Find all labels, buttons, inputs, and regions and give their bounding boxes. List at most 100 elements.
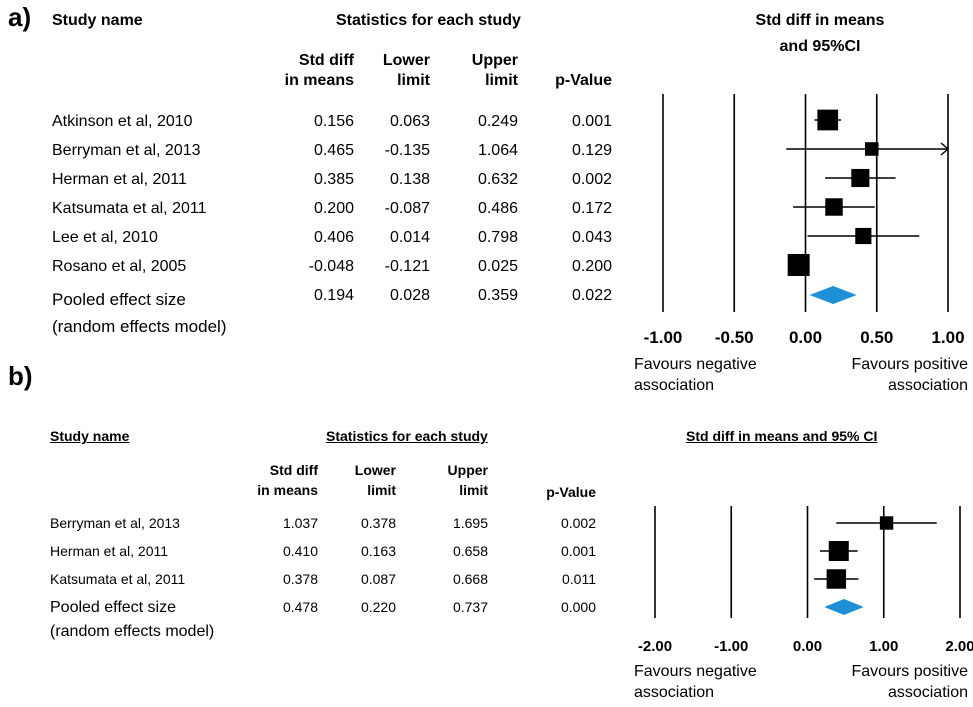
study-name: Herman et al, 2011 <box>50 543 169 559</box>
std-diff-value: 0.156 <box>313 113 354 130</box>
col-header-lower-2: limit <box>367 482 396 498</box>
p-value: 0.001 <box>560 543 596 559</box>
p-value: 0.172 <box>571 200 612 217</box>
p-value: 0.011 <box>562 571 596 587</box>
std-diff-value: 0.465 <box>313 142 354 159</box>
pooled-diamond <box>824 599 864 615</box>
col-header-upper-2: limit <box>485 72 518 89</box>
favours-negative-label: Favours negative association <box>634 356 757 394</box>
study-name: Atkinson et al, 2010 <box>52 113 193 130</box>
std-diff-value: 0.200 <box>313 200 354 217</box>
pooled-lower: 0.028 <box>389 287 430 304</box>
pooled-lower: 0.220 <box>360 599 396 615</box>
col-header-upper-1: Upper <box>471 52 518 69</box>
upper-limit-value: 1.695 <box>452 515 488 531</box>
col-header-lower-1: Lower <box>382 52 430 69</box>
p-value: 0.200 <box>571 258 612 275</box>
pooled-p-value: 0.022 <box>571 287 612 304</box>
lower-limit-value: 0.087 <box>360 571 396 587</box>
lower-limit-value: 0.378 <box>360 515 396 531</box>
p-value: 0.002 <box>560 515 596 531</box>
upper-limit-value: 0.486 <box>477 200 518 217</box>
col-header-pvalue: p-Value <box>555 72 612 89</box>
col-header-std-diff-1: Std diff <box>269 462 318 478</box>
ci-arrow <box>940 142 950 156</box>
p-value: 0.002 <box>571 171 612 188</box>
pooled-upper: 0.359 <box>477 287 518 304</box>
std-diff-value: 0.378 <box>282 571 318 587</box>
stats-header: Statistics for each study <box>326 428 488 444</box>
study-name: Rosano et al, 2005 <box>52 258 187 275</box>
x-tick-label: 0.50 <box>860 328 893 347</box>
col-header-pvalue: p-Value <box>546 484 596 500</box>
col-header-std-diff-2: in means <box>284 72 354 89</box>
pooled-upper: 0.737 <box>452 599 488 615</box>
x-tick-label: 1.00 <box>869 638 898 655</box>
study-marker <box>851 168 870 188</box>
lower-limit-value: 0.063 <box>389 113 430 130</box>
lower-limit-value: -0.087 <box>384 200 430 217</box>
study-name: Katsumata et al, 2011 <box>50 571 186 587</box>
col-header-std-diff-1: Std diff <box>298 52 354 69</box>
upper-limit-value: 0.668 <box>452 571 488 587</box>
p-value: 0.043 <box>571 229 612 246</box>
x-tick-label: -0.50 <box>715 328 754 347</box>
lower-limit-value: 0.138 <box>389 171 430 188</box>
std-diff-value: 1.037 <box>282 515 318 531</box>
upper-limit-value: 0.658 <box>452 543 488 559</box>
study-marker <box>855 227 872 245</box>
x-tick-label: -1.00 <box>714 638 748 655</box>
col-header-std-diff-2: in means <box>257 482 318 498</box>
x-tick-label: 1.00 <box>931 328 964 347</box>
pooled-note: (random effects model) <box>50 623 215 640</box>
col-header-upper-1: Upper <box>447 462 488 478</box>
panel-label: a) <box>8 2 32 32</box>
favours-positive-label: Favours positive association <box>851 663 969 701</box>
lower-limit-value: 0.163 <box>360 543 396 559</box>
study-name: Katsumata et al, 2011 <box>52 200 207 217</box>
forest-plot-b: -2.00 -1.00 0.00 1.00 2.00 <box>638 506 973 655</box>
pooled-std-diff: 0.194 <box>313 287 354 304</box>
p-value: 0.001 <box>571 113 612 130</box>
std-diff-value: 0.410 <box>282 543 318 559</box>
study-name-header: Study name <box>52 12 143 29</box>
upper-limit-value: 0.025 <box>477 258 518 275</box>
study-name-header: Study name <box>50 428 130 444</box>
col-header-lower-2: limit <box>397 72 430 89</box>
favours-positive-label: Favours positive association <box>851 356 969 394</box>
plot-header-line2: and 95%CI <box>779 38 861 55</box>
study-marker <box>825 198 843 216</box>
pooled-std-diff: 0.478 <box>282 599 318 615</box>
x-tick-label: -2.00 <box>638 638 672 655</box>
pooled-diamond <box>809 286 857 304</box>
favours-negative-label: Favours negative association <box>634 663 757 701</box>
pooled-p-value: 0.000 <box>560 599 596 615</box>
forest-plot-a: -1.00 -0.50 0.00 0.50 1.00 <box>644 94 965 347</box>
pooled-label: Pooled effect size <box>50 599 177 616</box>
std-diff-value: 0.385 <box>313 171 354 188</box>
study-name: Lee et al, 2010 <box>52 229 158 246</box>
panel-label: b) <box>8 361 33 391</box>
study-name: Berryman et al, 2013 <box>50 515 180 531</box>
study-marker <box>864 142 879 156</box>
lower-limit-value: 0.014 <box>389 229 430 246</box>
plot-header-line1: Std diff in means <box>755 12 885 29</box>
upper-limit-value: 1.064 <box>477 142 518 159</box>
upper-limit-value: 0.249 <box>477 113 518 130</box>
study-marker <box>879 516 894 530</box>
pooled-label: Pooled effect size <box>52 290 186 309</box>
std-diff-value: -0.048 <box>308 258 354 275</box>
x-tick-label: -1.00 <box>644 328 683 347</box>
study-marker <box>826 569 847 589</box>
stats-header: Statistics for each study <box>336 12 521 29</box>
pooled-note: (random effects model) <box>52 317 227 336</box>
std-diff-value: 0.406 <box>313 229 354 246</box>
x-tick-label: 0.00 <box>789 328 822 347</box>
x-tick-label: 2.00 <box>945 638 973 655</box>
study-name: Herman et al, 2011 <box>52 171 187 188</box>
upper-limit-value: 0.798 <box>477 229 518 246</box>
p-value: 0.129 <box>571 142 612 159</box>
study-name: Berryman et al, 2013 <box>52 142 201 159</box>
col-header-upper-2: limit <box>459 482 488 498</box>
study-marker <box>817 109 839 131</box>
